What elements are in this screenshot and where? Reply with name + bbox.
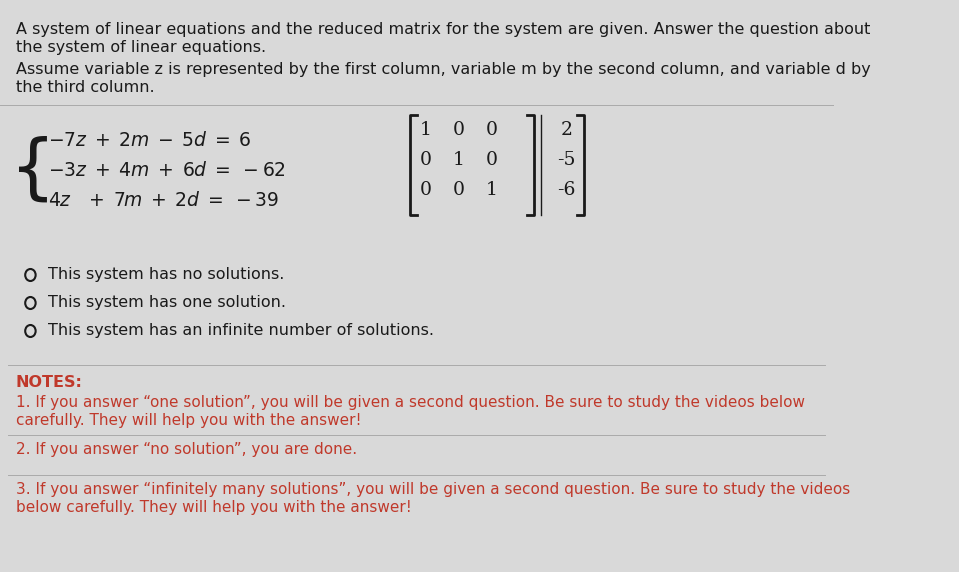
Text: 1. If you answer “one solution”, you will be given a second question. Be sure to: 1. If you answer “one solution”, you wil… [15,395,805,410]
Text: carefully. They will help you with the answer!: carefully. They will help you with the a… [15,413,362,428]
Text: 0: 0 [420,151,432,169]
Text: 2: 2 [561,121,573,139]
Text: below carefully. They will help you with the answer!: below carefully. They will help you with… [15,500,411,515]
Text: $-3z\;+\;4m\;+\;6d\;=\;-62$: $-3z\;+\;4m\;+\;6d\;=\;-62$ [48,161,286,180]
Text: Assume variable z is represented by the first column, variable m by the second c: Assume variable z is represented by the … [15,62,871,77]
Text: -6: -6 [557,181,576,199]
Text: {: { [10,136,56,205]
Text: A system of linear equations and the reduced matrix for the system are given. An: A system of linear equations and the red… [15,22,870,37]
Text: This system has one solution.: This system has one solution. [48,296,286,311]
Text: 0: 0 [420,181,432,199]
Text: the third column.: the third column. [15,80,154,95]
Text: 0: 0 [453,181,465,199]
Text: 0: 0 [486,151,498,169]
Text: This system has no solutions.: This system has no solutions. [48,268,284,283]
Text: -5: -5 [557,151,576,169]
Text: $-7z\;+\;2m\;-\;5d\;=\;6$: $-7z\;+\;2m\;-\;5d\;=\;6$ [48,130,251,149]
Text: 1: 1 [420,121,432,139]
Text: $4z\;\;\;+\;7m\;+\;2d\;=\;-39$: $4z\;\;\;+\;7m\;+\;2d\;=\;-39$ [48,190,279,209]
Text: NOTES:: NOTES: [15,375,82,390]
Text: 3. If you answer “infinitely many solutions”, you will be given a second questio: 3. If you answer “infinitely many soluti… [15,482,850,497]
Text: 1: 1 [486,181,498,199]
Text: This system has an infinite number of solutions.: This system has an infinite number of so… [48,324,433,339]
Text: 2. If you answer “no solution”, you are done.: 2. If you answer “no solution”, you are … [15,442,357,457]
Text: 0: 0 [453,121,465,139]
Text: the system of linear equations.: the system of linear equations. [15,40,266,55]
Text: 0: 0 [486,121,498,139]
Text: 1: 1 [453,151,465,169]
